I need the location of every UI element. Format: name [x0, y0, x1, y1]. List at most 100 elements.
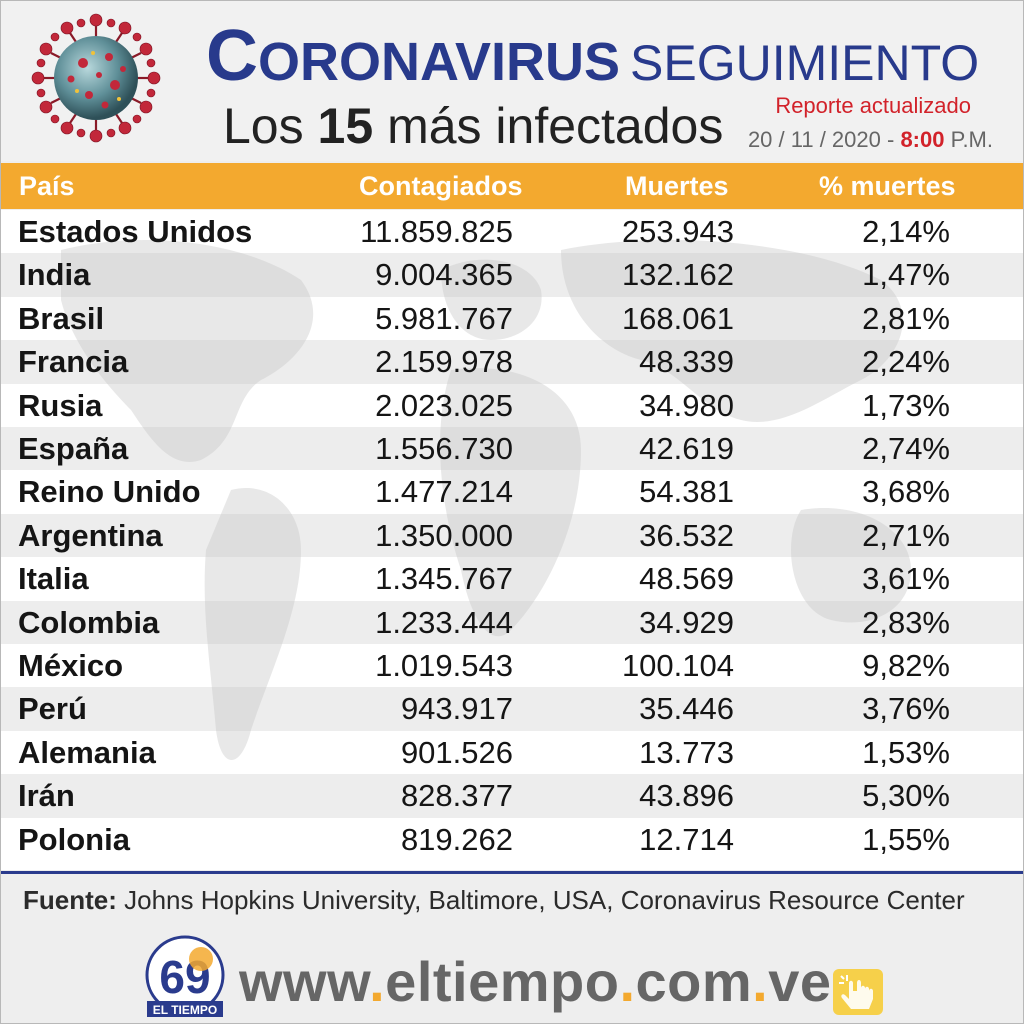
table-row: Perú 943.917 35.446 3,76% [1, 687, 1023, 731]
url-dot: . [369, 950, 386, 1013]
cases-cell: 2.023.025 [375, 387, 513, 423]
country-cell: España [18, 431, 129, 466]
report-label: Reporte actualizado [775, 93, 971, 118]
title-initial: C [206, 16, 258, 96]
table-row: México 1.019.543 100.104 9,82% [1, 644, 1023, 687]
country-cell: Irán [18, 778, 75, 814]
death-rate-cell: 1,47% [862, 257, 950, 293]
table-row: Reino Unido 1.477.214 54.381 3,68% [1, 470, 1023, 513]
url-segment: com [635, 950, 753, 1013]
death-rate-cell: 9,82% [862, 648, 950, 683]
country-cell: México [18, 648, 124, 683]
table-row: Estados Unidos 11.859.825 253.943 2,14% [1, 210, 1023, 253]
cases-cell: 828.377 [400, 778, 513, 814]
title-main: ORONAVIRUS [258, 32, 621, 92]
subtitle: Los 15 más infectados [223, 97, 723, 155]
cases-cell: 5.981.767 [375, 300, 513, 336]
table-row: Francia 2.159.978 48.339 2,24% [1, 340, 1023, 384]
death-rate-cell: 2,74% [862, 431, 950, 466]
report-timestamp: 20 / 11 / 2020 - 8:00 P.M. [748, 127, 993, 153]
death-rate-cell: 2,81% [862, 300, 950, 336]
cases-cell: 1.233.444 [375, 604, 513, 640]
cases-cell: 1.556.730 [375, 431, 513, 466]
deaths-cell: 100.104 [621, 648, 734, 683]
country-cell: Polonia [18, 821, 130, 857]
table-row: Italia 1.345.767 48.569 3,61% [1, 557, 1023, 600]
death-rate-cell: 1,73% [862, 387, 950, 423]
deaths-cell: 35.446 [639, 691, 734, 727]
table-row: Brasil 5.981.767 168.061 2,81% [1, 297, 1023, 340]
table-row: Rusia 2.023.025 34.980 1,73% [1, 384, 1023, 427]
deaths-cell: 43.896 [639, 778, 734, 814]
cases-cell: 1.019.543 [375, 648, 513, 683]
world-map-watermark [61, 240, 911, 760]
death-rate-cell: 2,83% [862, 604, 950, 640]
country-cell: Brasil [18, 300, 105, 336]
subtitle-suffix: más infectados [387, 98, 724, 154]
table-row: Argentina 1.350.000 36.532 2,71% [1, 513, 1023, 558]
death-rate-cell: 1,53% [862, 734, 950, 770]
death-rate-cell: 3,76% [862, 691, 950, 727]
click-hand-icon [833, 969, 883, 1015]
country-cell: Italia [18, 561, 89, 597]
table-row: Polonia 819.262 12.714 1,55% [1, 818, 1023, 861]
cases-cell: 1.345.767 [375, 561, 513, 597]
death-rate-cell: 2,14% [862, 214, 950, 249]
el-tiempo-logo: 69 EL TIEMPO [145, 935, 225, 1017]
website-url[interactable]: www.eltiempo.com.ve [239, 949, 832, 1014]
deaths-cell: 54.381 [639, 474, 734, 510]
report-date: 20 / 11 / 2020 - [747, 127, 895, 152]
table-body: Estados Unidos 11.859.825 253.943 2,14% Indi… [1, 210, 1023, 870]
subtitle-number: 15 [317, 98, 374, 154]
deaths-cell: 12.714 [639, 821, 734, 857]
cases-cell: 2.159.978 [375, 344, 513, 380]
url-dot: . [752, 950, 769, 1013]
footer-divider [1, 871, 1023, 874]
cases-cell: 943.917 [400, 691, 513, 727]
column-header-country: País [19, 171, 75, 201]
url-dot: . [619, 950, 636, 1013]
table-row: India 9.004.365 132.162 1,47% [1, 253, 1023, 297]
deaths-cell: 13.773 [639, 734, 734, 770]
country-cell: Rusia [18, 387, 103, 423]
deaths-cell: 36.532 [639, 517, 734, 553]
column-header-cases: Contagiados [359, 171, 523, 201]
subtitle-prefix: Los [223, 98, 304, 154]
cases-cell: 11.859.825 [360, 214, 513, 249]
country-cell: India [18, 257, 91, 293]
page-title: CORONAVIRUS SEGUIMIENTO [206, 15, 979, 97]
url-segment: ve [768, 950, 832, 1013]
table-row: España 1.556.730 42.619 2,74% [1, 427, 1023, 471]
source-label: Fuente: [23, 885, 117, 915]
cases-cell: 1.477.214 [375, 474, 513, 510]
deaths-cell: 48.569 [639, 561, 734, 597]
death-rate-cell: 2,24% [862, 344, 950, 380]
country-cell: Alemania [18, 734, 156, 770]
country-cell: Estados Unidos [18, 214, 253, 249]
url-segment: eltiempo [385, 950, 620, 1013]
cases-cell: 901.526 [400, 734, 513, 770]
deaths-cell: 168.061 [621, 300, 734, 336]
header: CORONAVIRUS SEGUIMIENTO Los 15 más infect… [1, 1, 1023, 161]
report-ampm: P.M. [950, 127, 993, 152]
country-cell: Reino Unido [18, 474, 201, 510]
death-rate-cell: 3,68% [862, 474, 950, 510]
country-cell: Argentina [18, 517, 163, 553]
death-rate-cell: 2,71% [862, 517, 950, 553]
url-segment: www [239, 950, 370, 1013]
table-row: Irán 828.377 43.896 5,30% [1, 774, 1023, 818]
logo-text: EL TIEMPO [153, 1003, 217, 1017]
cases-cell: 1.350.000 [375, 517, 513, 553]
death-rate-cell: 3,61% [862, 561, 950, 597]
report-time: 8:00 [900, 127, 945, 152]
column-header-death-rate: % muertes [819, 171, 956, 201]
cases-cell: 9.004.365 [375, 257, 513, 293]
table-header: País Contagiados Muertes % muertes [1, 163, 1023, 209]
table-row: Alemania 901.526 13.773 1,53% [1, 731, 1023, 774]
table-row: Colombia 1.233.444 34.929 2,83% [1, 600, 1023, 644]
country-cell: Perú [18, 691, 87, 727]
deaths-cell: 132.162 [621, 257, 734, 293]
source-text: Johns Hopkins University, Baltimore, USA… [116, 885, 965, 915]
column-header-deaths: Muertes [625, 171, 729, 201]
